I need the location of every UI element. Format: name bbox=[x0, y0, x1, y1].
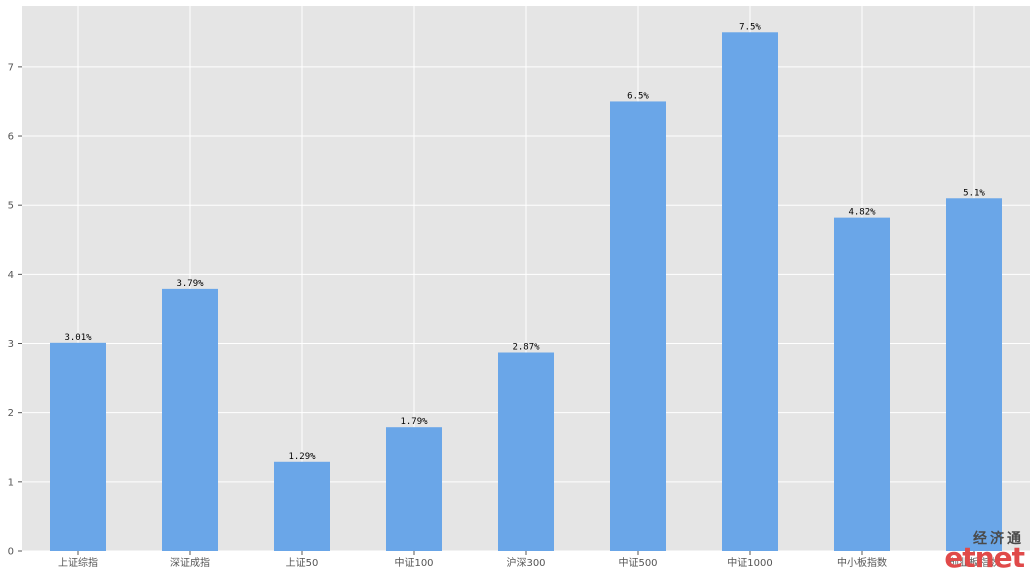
y-tick-label: 4 bbox=[8, 270, 14, 281]
y-tick-label: 5 bbox=[8, 201, 14, 212]
y-tick-label: 2 bbox=[8, 408, 14, 419]
bar bbox=[498, 352, 554, 551]
data-label: 3.79% bbox=[176, 279, 204, 289]
y-tick-label: 0 bbox=[8, 547, 14, 558]
data-label: 2.87% bbox=[512, 343, 540, 353]
data-label: 5.1% bbox=[963, 188, 985, 198]
x-tick-label: 上证50 bbox=[286, 557, 319, 569]
y-tick-label: 1 bbox=[8, 477, 14, 488]
bar bbox=[162, 288, 218, 551]
x-tick-label: 沪深300 bbox=[506, 556, 545, 569]
data-label: 6.5% bbox=[627, 91, 649, 101]
x-tick-label: 创业板指数 bbox=[949, 556, 999, 569]
data-label: 1.79% bbox=[400, 417, 428, 427]
x-tick-label: 中证500 bbox=[618, 556, 657, 569]
bars bbox=[50, 32, 1002, 552]
bar bbox=[274, 461, 330, 551]
data-label: 3.01% bbox=[64, 333, 92, 343]
y-tick-label: 3 bbox=[8, 339, 14, 350]
y-axis-ticks: 0 1 2 3 4 5 6 7 bbox=[8, 62, 22, 558]
etnet-watermark: 经济通 etnet bbox=[944, 531, 1025, 574]
x-tick-label: 中证100 bbox=[394, 556, 433, 569]
bar bbox=[834, 217, 890, 551]
y-tick-label: 6 bbox=[8, 132, 14, 143]
bar bbox=[610, 101, 666, 552]
watermark-english: etnet bbox=[944, 541, 1025, 574]
x-tick-label: 中证1000 bbox=[727, 556, 772, 569]
bar bbox=[946, 198, 1002, 551]
data-label: 4.82% bbox=[848, 208, 876, 218]
bar bbox=[386, 427, 442, 551]
x-tick-label: 深证成指 bbox=[170, 556, 210, 569]
bar bbox=[722, 32, 778, 551]
bar bbox=[50, 342, 106, 551]
x-tick-label: 上证综指 bbox=[58, 556, 98, 569]
x-tick-label: 中小板指数 bbox=[837, 556, 887, 569]
y-tick-label: 7 bbox=[8, 62, 14, 73]
data-label: 1.29% bbox=[288, 452, 316, 462]
x-axis-ticks: 上证综指 深证成指 上证50 中证100 沪深300 中证500 中证1000 中小板指数 创业… bbox=[58, 551, 999, 569]
data-labels: 3.01% 3.79% 1.29% 1.79% 2.87% 6.5% 7.5% 4.82% 5.… bbox=[64, 22, 985, 461]
watermark-chinese: 经济通 bbox=[973, 531, 1024, 547]
data-label: 7.5% bbox=[739, 22, 761, 32]
